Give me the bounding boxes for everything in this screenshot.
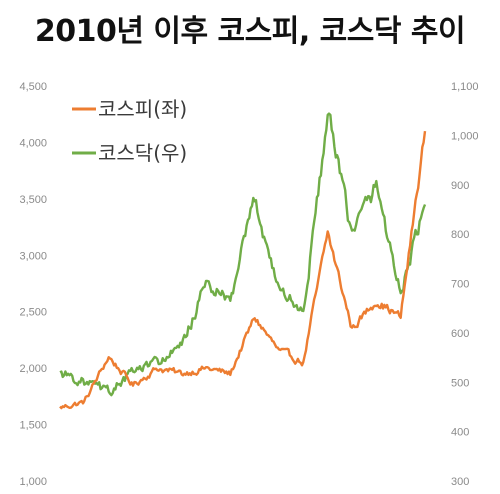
- left-y-axis: 1,000 1,500 2,000 2,500 3,000 3,500 4,000 4,500: [19, 81, 47, 488]
- left-axis-tick-label: 2,000: [19, 363, 47, 375]
- legend-label-kosdaq: 코스닥(우): [98, 141, 187, 165]
- kosdaq-series-line: [59, 112, 427, 397]
- left-axis-tick-label: 3,000: [19, 250, 47, 262]
- series-lines: [59, 112, 427, 410]
- right-axis-tick-label: 900: [451, 180, 469, 192]
- kospi-series-line: [59, 130, 427, 410]
- right-axis-tick-label: 1,000: [451, 130, 479, 142]
- right-axis-tick-label: 1,100: [451, 81, 479, 93]
- right-axis-tick-label: 400: [451, 427, 469, 439]
- legend: 코스피(좌) 코스닥(우): [72, 97, 187, 165]
- right-y-axis: 300 400 500 600 700 800 900 1,000 1,100: [451, 81, 479, 488]
- right-axis-tick-label: 500: [451, 377, 469, 389]
- left-axis-tick-label: 1,000: [19, 476, 47, 488]
- left-axis-tick-label: 4,500: [19, 81, 47, 93]
- left-axis-tick-label: 1,500: [19, 420, 47, 432]
- right-axis-tick-label: 600: [451, 328, 469, 340]
- right-axis-tick-label: 800: [451, 229, 469, 241]
- chart-title: 2010년 이후 코스피, 코스닥 추이: [34, 14, 466, 49]
- right-axis-tick-label: 700: [451, 279, 469, 291]
- legend-label-kospi: 코스피(좌): [98, 97, 187, 121]
- right-axis-tick-label: 300: [451, 476, 469, 488]
- left-axis-tick-label: 3,500: [19, 194, 47, 206]
- left-axis-tick-label: 2,500: [19, 307, 47, 319]
- left-axis-tick-label: 4,000: [19, 137, 47, 149]
